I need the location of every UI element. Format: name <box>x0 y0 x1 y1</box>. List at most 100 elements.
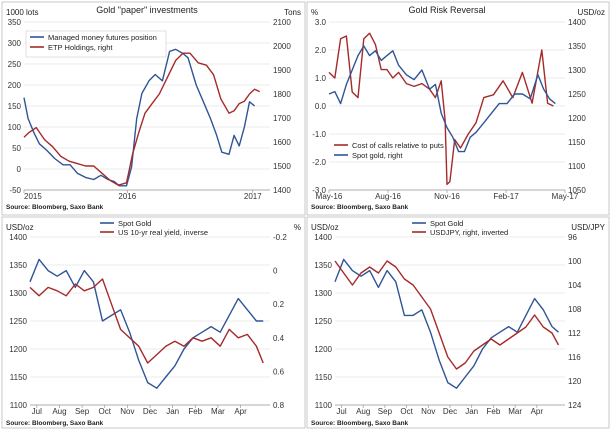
source-note: Source: Bloomberg, Saxo Bank <box>6 420 104 427</box>
x-tick-label: Feb-17 <box>493 192 519 201</box>
y-tick-label-right: 1150 <box>568 138 586 147</box>
y-tick-label-left: 1400 <box>9 233 27 242</box>
y-tick-label-right: 124 <box>568 401 582 410</box>
y-tick-label-left: 3.0 <box>315 18 327 27</box>
x-tick-label: Sep <box>378 407 393 416</box>
y-tick-label-left: 1200 <box>314 345 332 354</box>
y-tick-label-right: 100 <box>568 257 582 266</box>
y-tick-label-right: 1350 <box>568 42 586 51</box>
y-tick-label-right: 1600 <box>273 138 291 147</box>
x-tick-label: Nov <box>120 407 134 416</box>
y-axis-label-left: % <box>311 8 318 17</box>
x-tick-label: Oct <box>400 407 413 416</box>
series-line-1 <box>23 48 256 187</box>
y-tick-label-right: 120 <box>568 377 582 386</box>
y-tick-label-left: 1400 <box>314 233 332 242</box>
x-tick-label: Jan <box>166 407 179 416</box>
series-line-2 <box>334 260 560 370</box>
y-tick-label-left: -50 <box>9 186 21 195</box>
y-tick-label-right: 112 <box>568 329 581 338</box>
y-tick-label-left: 0.0 <box>315 102 327 111</box>
x-tick-label: 2017 <box>244 192 262 201</box>
y-tick-label-right: 0.2 <box>273 300 285 309</box>
x-tick-label: Dec <box>443 407 457 416</box>
x-tick-label: Sep <box>75 407 90 416</box>
y-tick-label-left: 1150 <box>10 373 28 382</box>
y-tick-label-left: 2.0 <box>315 46 327 55</box>
y-tick-label-right: 2100 <box>273 18 291 27</box>
x-tick-label: Apr <box>531 407 544 416</box>
series-line-2 <box>23 52 260 186</box>
y-tick-label-left: 250 <box>8 60 22 69</box>
series-line-1 <box>334 258 559 389</box>
y-tick-label-left: -2.0 <box>312 158 326 167</box>
y-tick-label-right: 1400 <box>568 18 586 27</box>
series-line-1 <box>29 258 264 389</box>
y-tick-label-right: -0.2 <box>273 233 287 242</box>
x-tick-label: Nov-16 <box>434 192 460 201</box>
x-tick-label: Mar <box>508 407 522 416</box>
y-tick-label-right: 1250 <box>568 90 586 99</box>
y-axis-label-left: USD/oz <box>311 223 339 232</box>
y-tick-label-left: 0 <box>17 165 22 174</box>
x-tick-label: Aug <box>356 407 370 416</box>
y-tick-label-left: 100 <box>8 123 22 132</box>
source-note: Source: Bloomberg, Saxo Bank <box>6 204 104 211</box>
legend-label: USDJPY, right, inverted <box>430 228 508 237</box>
legend-label: Managed money futures position <box>48 33 157 42</box>
series-line-1 <box>328 32 554 186</box>
y-tick-label-right: 1800 <box>273 90 291 99</box>
y-tick-label-right: 108 <box>568 305 582 314</box>
chart-title: Gold "paper" investments <box>96 5 198 15</box>
y-tick-label-left: 1300 <box>9 289 27 298</box>
panel-frame <box>1 216 306 429</box>
y-tick-label-right: 1050 <box>568 186 586 195</box>
y-axis-label-left: 1000 lots <box>6 8 38 17</box>
y-tick-label-left: -1.0 <box>312 130 326 139</box>
y-axis-label-left: USD/oz <box>6 223 34 232</box>
y-axis-label-right: USD/JPY <box>571 223 605 232</box>
y-tick-label-left: 1350 <box>314 261 332 270</box>
chart-title: Gold Risk Reversal <box>408 5 485 15</box>
x-tick-label: Jul <box>336 407 346 416</box>
y-tick-label-left: 350 <box>8 18 22 27</box>
y-axis-label-right: % <box>294 223 301 232</box>
legend-label: Spot Gold <box>430 219 463 228</box>
x-tick-label: 2016 <box>118 192 136 201</box>
x-tick-label: Jan <box>465 407 478 416</box>
y-tick-label-left: 300 <box>8 39 22 48</box>
chart-panel-4: 1100 1150 1200 1250 1300 1350 1400 96 100 104 108 1… <box>306 216 610 429</box>
source-note: Source: Bloomberg, Saxo Bank <box>311 204 409 211</box>
legend-label: Spot Gold <box>118 219 151 228</box>
panel-frame <box>306 216 610 429</box>
x-tick-label: Jul <box>32 407 42 416</box>
x-tick-label: Dec <box>143 407 157 416</box>
x-tick-label: May-16 <box>316 192 343 201</box>
chart-panel-1: -50 0 50 100 150 200 250 300 350 1400 1500 1600 1700… <box>1 1 306 216</box>
y-tick-label-right: 2000 <box>273 42 291 51</box>
y-tick-label-left: 1350 <box>9 261 27 270</box>
y-tick-label-left: 50 <box>12 144 21 153</box>
x-tick-label: Nov <box>421 407 435 416</box>
y-tick-label-left: -3.0 <box>312 186 326 195</box>
y-tick-label-left: 1200 <box>9 345 27 354</box>
y-axis-label-right: USD/oz <box>577 8 605 17</box>
y-tick-label-right: 1400 <box>273 186 291 195</box>
y-tick-label-right: 0.6 <box>273 367 285 376</box>
source-note: Source: Bloomberg, Saxo Bank <box>311 420 409 427</box>
y-axis-label-right: Tons <box>284 8 301 17</box>
y-tick-label-left: 200 <box>8 81 22 90</box>
y-tick-label-right: 1500 <box>273 162 291 171</box>
y-tick-label-right: 96 <box>568 233 577 242</box>
x-tick-label: Aug <box>52 407 66 416</box>
x-tick-label: Mar <box>211 407 225 416</box>
y-tick-label-left: 1150 <box>315 373 333 382</box>
panel-frame <box>1 1 306 216</box>
y-tick-label-right: 104 <box>568 281 582 290</box>
y-tick-label-left: 1100 <box>315 401 333 410</box>
